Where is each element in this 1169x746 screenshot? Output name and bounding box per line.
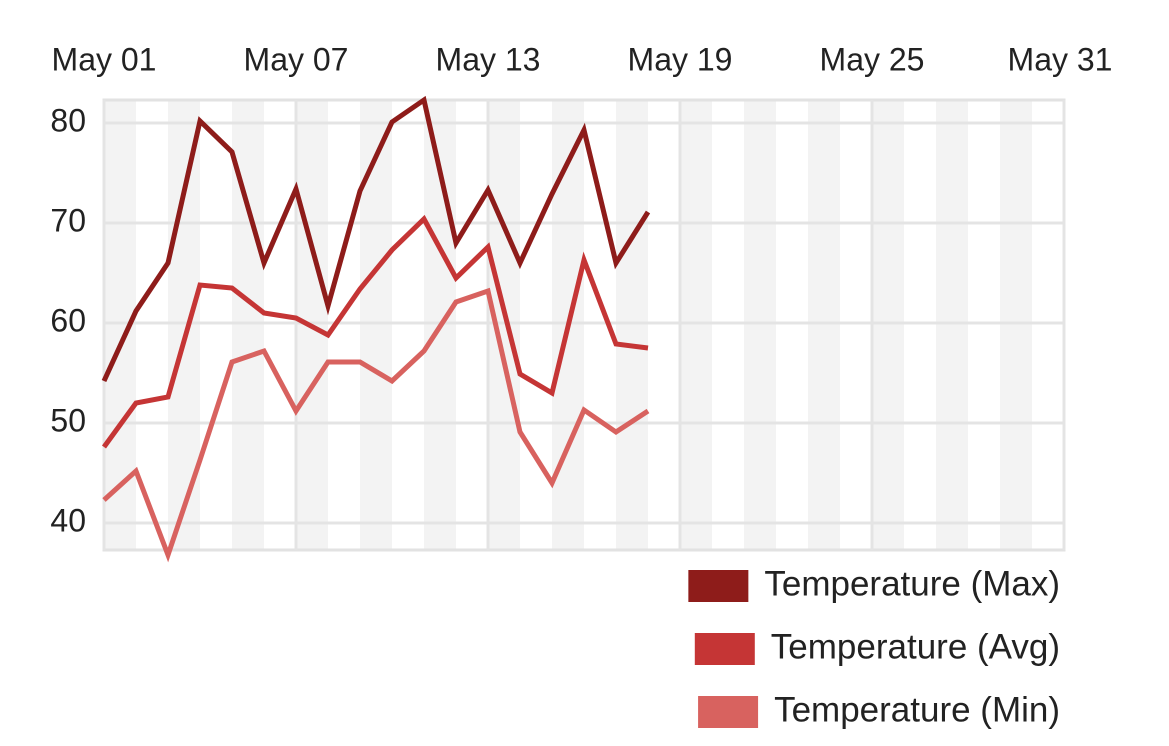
series-line — [102, 287, 650, 563]
y-tick-label: 60 — [50, 302, 86, 338]
day-stripe — [360, 100, 392, 550]
legend-swatch — [688, 570, 749, 602]
day-stripe — [872, 100, 904, 550]
x-tick-label: May 01 — [52, 41, 157, 77]
series-line — [101, 214, 649, 449]
y-tick-label: 80 — [50, 102, 86, 138]
legend-label: Temperature (Min) — [774, 690, 1060, 729]
day-stripe — [488, 100, 520, 550]
day-stripe — [1000, 100, 1032, 550]
x-tick-label: May 25 — [820, 41, 925, 77]
legend-label: Temperature (Max) — [764, 564, 1060, 603]
day-stripe — [616, 100, 648, 550]
day-stripe — [936, 100, 968, 550]
day-stripe — [168, 100, 200, 550]
day-stripe — [744, 100, 776, 550]
legend-swatch — [698, 696, 759, 728]
day-stripe — [808, 100, 840, 550]
legend-label: Temperature (Avg) — [771, 627, 1060, 666]
legend-swatch — [694, 633, 755, 665]
x-tick-label: May 13 — [436, 41, 541, 77]
y-tick-label: 70 — [50, 202, 86, 238]
x-tick-label: May 07 — [244, 41, 349, 77]
y-tick-label: 40 — [50, 502, 86, 538]
y-tick-label: 50 — [50, 402, 86, 438]
x-tick-label: May 19 — [628, 41, 733, 77]
x-tick-label: May 31 — [1008, 41, 1113, 77]
series-line — [101, 95, 651, 383]
day-stripe — [680, 100, 712, 550]
